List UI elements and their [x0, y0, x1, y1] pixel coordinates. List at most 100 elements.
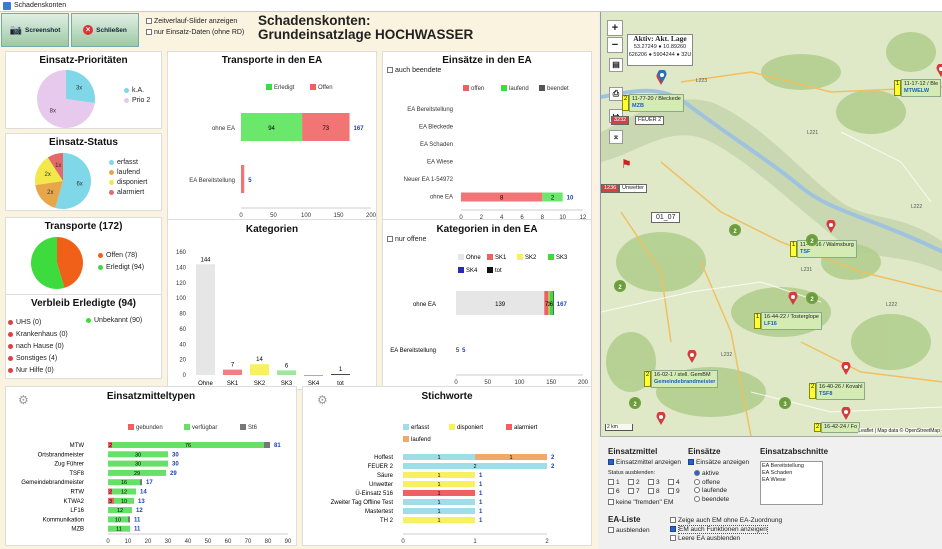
eea-legend-swatch: [539, 85, 545, 91]
stw-row-label: Säure: [377, 473, 394, 479]
status-num-checkbox[interactable]: 9: [668, 488, 688, 495]
eea-bar-label: 2: [551, 196, 555, 202]
emt-total: 11: [134, 527, 141, 533]
emt-tick: 50: [205, 539, 212, 545]
stw-tick: 0: [401, 539, 405, 545]
emt-row-label: TSF8: [69, 471, 84, 477]
stw-bar-label: 1: [437, 482, 440, 488]
zoom-out-button[interactable]: −: [607, 37, 623, 53]
katea-tick: 0: [454, 380, 458, 386]
emt-total: 81: [274, 443, 281, 449]
eea-row-label: EA Bleckede: [419, 125, 454, 131]
tea-tick: 100: [301, 213, 312, 219]
stw-bar-label: 1: [437, 518, 440, 524]
ea-list-item[interactable]: EA Schaden: [762, 470, 793, 476]
tea-legend-swatch: [266, 84, 272, 90]
kat-ytick: 40: [179, 342, 186, 348]
emt-row-label: MTW: [70, 443, 85, 449]
kat-bar: [250, 364, 269, 375]
emt-chart: gebunden verfügbar St6 MTW 2 76 81 Ortsbrandmei…: [21, 424, 292, 545]
eea-legend-swatch: [463, 85, 469, 91]
layers-icon[interactable]: ▤: [609, 58, 623, 72]
einsaetze-show-checkbox[interactable]: Einsätze anzeigen: [688, 459, 749, 466]
map-attribution[interactable]: Leaflet | Map data © OpenStreetMap: [858, 428, 940, 434]
ea-listbox[interactable]: EA Bereitstellung EA Schaden EA Wiese: [760, 461, 823, 505]
stw-title: Stichworte: [421, 391, 473, 402]
kat-bar-label: 6: [285, 363, 289, 369]
stw-bar-seg: [475, 454, 547, 460]
emt-row-label: KTWA2: [64, 499, 85, 505]
gear-icon-2[interactable]: ⚙: [317, 393, 328, 407]
em-functions-checkbox[interactable]: EM auch Funktionen anzeigen: [670, 525, 768, 534]
emt-total: 13: [138, 499, 145, 505]
emt-total: 29: [170, 471, 177, 477]
katea-offene-checkbox[interactable]: nur offene: [387, 236, 426, 243]
tea-tick: 150: [333, 213, 344, 219]
fremde-em-checkbox[interactable]: keine "fremden" EM: [608, 499, 673, 506]
emt-bar-verfuegbar: [114, 497, 134, 504]
prio-slice-0: [66, 70, 95, 104]
prio-label-1: 8x: [50, 108, 56, 114]
stw-bar-seg: [403, 517, 475, 523]
status-num-checkbox[interactable]: 4: [668, 479, 688, 486]
status-num-checkbox[interactable]: 8: [648, 488, 668, 495]
emt-bar-verfuegbar: [112, 488, 136, 495]
emt-bar-label: 10: [121, 499, 127, 505]
katea-legend-swatch: [487, 267, 493, 273]
flag-icon: ⚑: [621, 157, 632, 171]
emt-row-label: MZB: [71, 527, 84, 533]
eea-beendete-checkbox[interactable]: auch beendete: [387, 67, 441, 74]
tea-tick: 200: [366, 213, 377, 219]
katea-legend-label: SK4: [466, 268, 478, 274]
screenshot-button[interactable]: 📷 Screenshot: [1, 13, 69, 47]
status-num-checkbox[interactable]: 1: [608, 479, 628, 486]
stw-legend-label: disponiert: [457, 425, 483, 431]
status-num-checkbox[interactable]: 6: [608, 488, 628, 495]
ea-list-item[interactable]: EA Wiese: [762, 477, 786, 483]
status-slice-0: [55, 153, 91, 209]
map-view[interactable]: + − Aktiv: Akt. Lage 53.27249 ● 10.89260…: [600, 12, 942, 436]
only-einsatz-checkbox[interactable]: nur Einsatz-Daten (ohne RD): [146, 29, 244, 36]
stw-tick: 1: [473, 539, 477, 545]
print-icon[interactable]: ⎙: [609, 87, 623, 101]
stw-legend-swatch: [403, 424, 409, 430]
map-tag-1: 3232: [611, 116, 630, 125]
kat-panel: Kategorien 0 20 40 60 80 100 120 140 160 144 Ohne 7…: [167, 219, 377, 390]
window-title: Schadenskonten: [14, 2, 67, 9]
tea-bar-label: 73: [322, 126, 329, 132]
em-show-checkbox[interactable]: Einsatzmittel anzeigen: [608, 459, 681, 466]
zoom-in-button[interactable]: +: [607, 20, 623, 36]
emt-bar-verfuegbar: [108, 469, 166, 476]
ea-list-item[interactable]: EA Bereitstellung: [762, 463, 804, 469]
katea-bar-label: 5: [456, 348, 460, 354]
einsaetze-option-radio[interactable]: beendete: [694, 496, 729, 505]
gear-icon[interactable]: ⚙: [18, 393, 29, 407]
camera-icon: 📷: [9, 24, 23, 36]
legend-item: erfasst: [109, 158, 147, 168]
ea-list-hide-checkbox[interactable]: ausblenden: [608, 527, 650, 534]
katea-tick: 200: [578, 380, 589, 386]
emt-tick: 20: [145, 539, 152, 545]
kat-bar-label: 144: [200, 257, 211, 263]
einsaetze-option-radio[interactable]: laufende: [694, 487, 729, 496]
einsaetze-options: aktive offene laufende beendete: [694, 470, 729, 504]
status-num-checkbox[interactable]: 3: [648, 479, 668, 486]
katea-tick: 50: [484, 380, 491, 386]
status-num-checkbox[interactable]: 7: [628, 488, 648, 495]
status-slice-2: [35, 157, 63, 185]
center-icon[interactable]: ⌅: [609, 130, 623, 144]
hide-empty-ea-checkbox[interactable]: Leere EA ausblenden: [670, 535, 740, 542]
einsaetze-option-radio[interactable]: offene: [694, 479, 729, 488]
eea-title: Einsätze in den EA: [442, 55, 532, 66]
einsaetze-option-radio[interactable]: aktive: [694, 470, 729, 479]
emt-bar-label: 2: [109, 490, 112, 496]
emt-bar-label: 3: [109, 499, 112, 505]
slider-checkbox[interactable]: Zeitverlauf-Slider anzeigen: [146, 18, 237, 25]
stw-bar-seg: [403, 490, 475, 496]
show-em-without-ea-checkbox[interactable]: Zeige auch EM ohne EA-Zuordnung: [670, 517, 782, 524]
close-button[interactable]: × Schließen: [71, 13, 139, 47]
emt-row-label: Kommunikation: [43, 517, 84, 523]
status-num-checkbox[interactable]: 2: [628, 479, 648, 486]
map-tag-2: 1236: [601, 184, 620, 193]
active-position-box: Aktiv: Akt. Lage 53.27249 ● 10.89260 6262…: [627, 34, 693, 66]
